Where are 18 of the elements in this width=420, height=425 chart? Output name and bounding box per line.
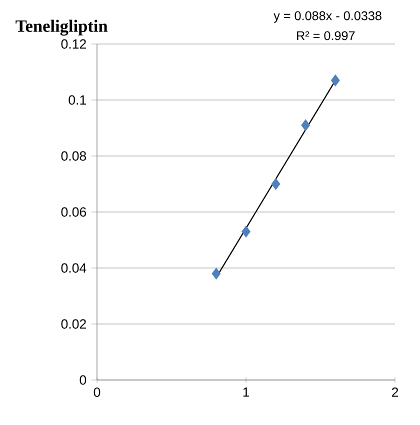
y-tick-label: 0.1	[68, 95, 86, 105]
y-tick-label: 0.08	[61, 151, 86, 161]
y-tick-label: 0.12	[61, 39, 86, 49]
point	[301, 119, 310, 132]
x-tick-label: 1	[243, 388, 250, 397]
chart-title: Teneligliptin	[16, 20, 108, 36]
text: R² = 0.997	[297, 31, 355, 40]
text: y = 0.088x - 0.0338	[274, 11, 382, 23]
point	[212, 268, 221, 280]
y-tick-label: 0.02	[61, 319, 86, 329]
point	[271, 178, 280, 190]
point	[330, 74, 340, 86]
x-tick-label: 0	[94, 388, 100, 397]
y-tick-label: 0.06	[61, 207, 86, 217]
point	[242, 226, 250, 238]
x-tick-label: 2	[392, 388, 398, 397]
y-tick-label: 0	[80, 375, 86, 385]
y-tick-label: 0.04	[61, 263, 86, 273]
